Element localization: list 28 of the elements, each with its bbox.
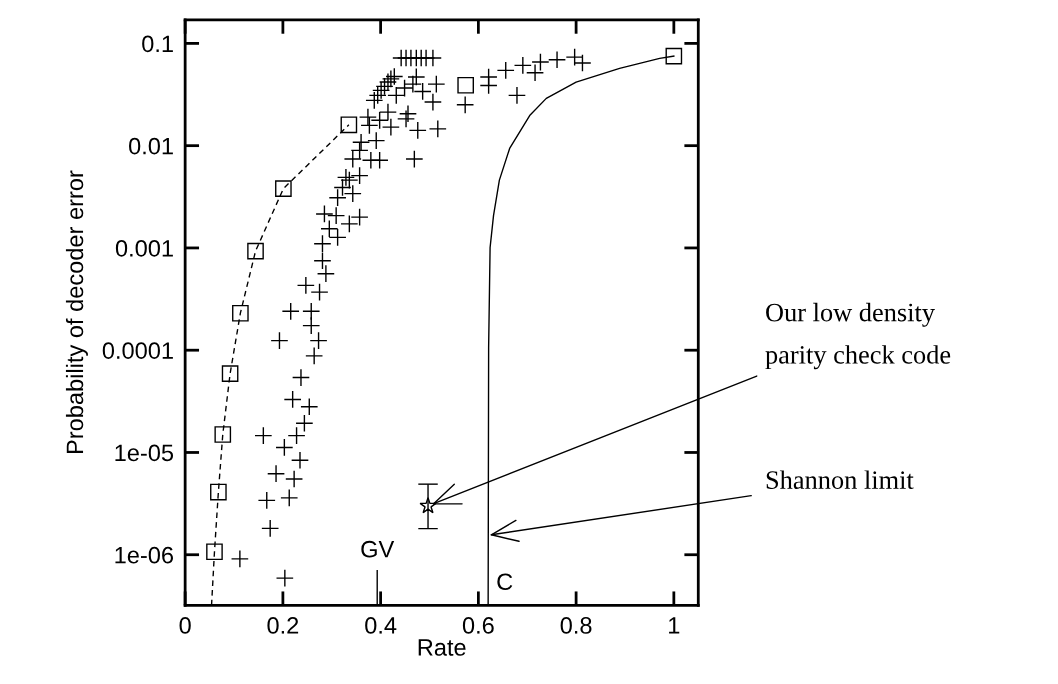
point xyxy=(210,483,227,501)
y-axis-title: Probability of decoder error xyxy=(65,170,88,454)
point xyxy=(340,116,358,134)
annotation: Our low density parity check code xyxy=(765,302,951,370)
y-tick-label: 0.1 xyxy=(142,35,173,53)
x-tick-label: 0.8 xyxy=(560,617,592,634)
point xyxy=(247,242,264,260)
x-tick-label: 1 xyxy=(669,617,680,634)
annotation: GV xyxy=(361,540,395,558)
y-tick-label: 1e-05 xyxy=(115,444,174,462)
point xyxy=(214,426,232,443)
x-tick-label: 0.6 xyxy=(462,617,494,634)
x-axis-title: Rate xyxy=(418,639,466,656)
y-tick-label: 0.001 xyxy=(115,240,173,257)
x-tick-label: 0.2 xyxy=(267,617,299,634)
x-tick-label: 0.4 xyxy=(365,617,397,634)
point xyxy=(232,304,249,322)
point xyxy=(275,180,292,197)
point xyxy=(457,76,474,94)
y-tick-label: 0.01 xyxy=(129,137,173,155)
y-tick-label: 0.0001 xyxy=(102,342,173,359)
point xyxy=(221,365,239,382)
annotation: Shannon limit xyxy=(766,470,914,489)
annotation: C xyxy=(497,573,513,591)
x-tick-label: 0 xyxy=(179,617,191,634)
point xyxy=(665,47,683,65)
point xyxy=(206,543,223,561)
y-tick-label: 1e-06 xyxy=(115,546,174,564)
